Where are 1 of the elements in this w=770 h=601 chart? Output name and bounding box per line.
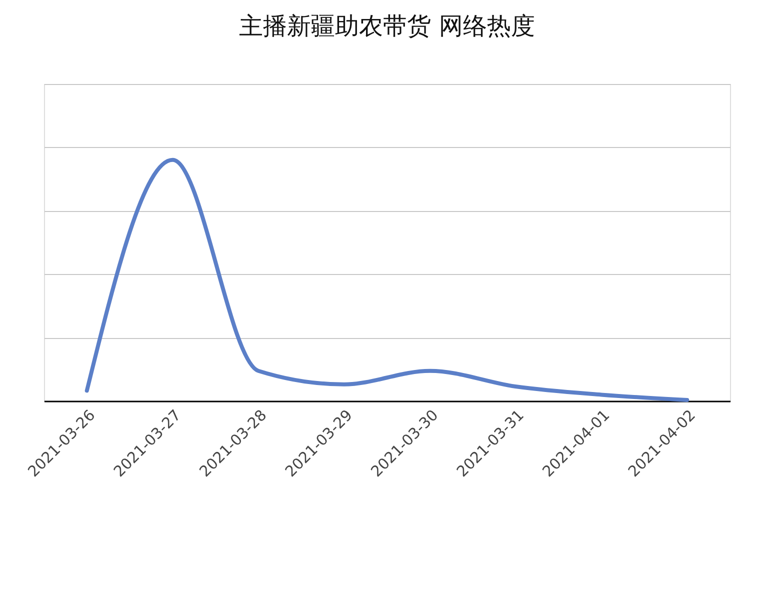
chart-title: 主播新疆助农带货 网络热度 — [239, 12, 535, 40]
